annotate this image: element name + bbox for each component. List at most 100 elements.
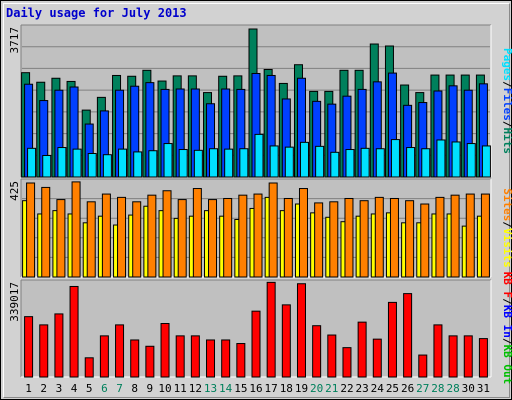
x-tick-label: 1 xyxy=(25,382,32,395)
legend-entry: KB In xyxy=(501,305,512,338)
kbytes-bar-kb-f xyxy=(281,304,291,378)
hits-bar-pages xyxy=(451,141,461,178)
visits-bar-sites xyxy=(268,182,278,278)
visits-bar-sites xyxy=(359,200,369,278)
hits-bar-pages xyxy=(406,147,416,178)
legend-entry: / xyxy=(501,298,512,305)
x-tick-label: 22 xyxy=(340,382,353,395)
kbytes-bar-kb-f xyxy=(236,343,246,378)
visits-bar-sites xyxy=(374,196,384,278)
hits-bar-pages xyxy=(284,146,294,178)
kbytes-bar-kb-f xyxy=(160,323,170,378)
visits-axis-max-label: 425 xyxy=(8,181,21,201)
hits-bar-pages xyxy=(299,141,309,178)
x-tick-label: 14 xyxy=(219,382,233,395)
kbytes-bar-kb-f xyxy=(130,339,140,378)
visits-bar-sites xyxy=(253,193,263,278)
hits-bar-pages xyxy=(466,143,476,178)
visits-bar-sites xyxy=(162,190,172,278)
kbytes-bar-kb-f xyxy=(387,301,397,378)
kbytes-bar-kb-f xyxy=(433,324,443,378)
visits-bar-sites xyxy=(435,196,445,278)
visits-bar-sites xyxy=(41,186,51,278)
kbytes-bar-kb-f xyxy=(251,310,261,378)
visits-bar-sites xyxy=(132,201,142,278)
x-tick-label: 5 xyxy=(86,382,93,395)
hits-bar-pages xyxy=(390,139,400,178)
hits-axis-max-label: 3717 xyxy=(8,27,21,54)
hits-bar-pages xyxy=(118,148,128,178)
hits-bar-pages xyxy=(57,147,67,178)
kbytes-bar-kb-f xyxy=(145,345,155,378)
kbytes-bar-kb-f xyxy=(69,285,79,378)
x-tick-label: 23 xyxy=(356,382,369,395)
hits-bar-pages xyxy=(421,148,431,178)
hits-bar-pages xyxy=(42,154,52,178)
kbytes-bar-kb-f xyxy=(448,335,458,378)
hits-bar-pages xyxy=(209,148,219,178)
x-tick-label: 4 xyxy=(71,382,78,395)
x-tick-label: 20 xyxy=(310,382,323,395)
hits-bar-pages xyxy=(87,153,97,178)
kbytes-bar-kb-f xyxy=(84,357,94,378)
legend-entry: / xyxy=(501,81,512,88)
hits-bar-pages xyxy=(239,148,249,178)
hits-bar-pages xyxy=(330,151,340,178)
legend-entry: Visits xyxy=(501,228,512,268)
x-tick-label: 28 xyxy=(446,382,459,395)
legend-entry: Sites xyxy=(501,188,512,221)
kbytes-bar-kb-f xyxy=(312,325,322,378)
hits-bar-pages xyxy=(375,148,385,178)
x-tick-label: 9 xyxy=(147,382,154,395)
legend-entry: Files xyxy=(501,88,512,121)
chart-bevel xyxy=(3,3,510,398)
kbytes-bar-kb-f xyxy=(463,335,473,378)
visits-bar-sites xyxy=(86,201,96,278)
hits-bar-pages xyxy=(345,149,355,178)
x-tick-label: 12 xyxy=(189,382,202,395)
x-tick-label: 8 xyxy=(131,382,138,395)
kbytes-bar-kb-f xyxy=(221,339,231,378)
visits-bar-sites xyxy=(405,200,415,278)
visits-bar-sites xyxy=(420,203,430,278)
x-tick-label: 19 xyxy=(295,382,308,395)
hits-bar-pages xyxy=(72,148,82,178)
kbytes-bar-kb-f xyxy=(115,324,125,378)
visits-bar-sites xyxy=(71,181,81,278)
visits-bar-sites xyxy=(101,193,111,278)
visits-bar-sites xyxy=(329,201,339,278)
legend-entry: Pages xyxy=(501,48,512,81)
hits-bar-pages xyxy=(481,145,491,178)
visits-bar-sites xyxy=(238,194,248,278)
legend-entry: / xyxy=(501,221,512,228)
hits-bar-pages xyxy=(133,151,143,178)
kbytes-bar-kb-f xyxy=(175,335,185,378)
visits-bar-sites xyxy=(298,188,308,278)
x-tick-label: 17 xyxy=(265,382,278,395)
kbytes-bar-kb-f xyxy=(99,335,109,378)
kbytes-bar-kb-f xyxy=(39,324,49,378)
visits-bar-sites xyxy=(450,194,460,278)
legend-entry: KB F xyxy=(501,272,512,299)
visits-bar-sites xyxy=(465,193,475,278)
kbytes-bar-kb-f xyxy=(357,321,367,378)
x-tick-label: 31 xyxy=(477,382,490,395)
kbytes-axis-max-label: 339017 xyxy=(8,282,21,322)
x-tick-label: 16 xyxy=(249,382,262,395)
x-tick-label: 10 xyxy=(158,382,171,395)
legend-entry: Hits xyxy=(501,128,512,155)
hits-bar-pages xyxy=(27,147,37,178)
hits-legend: Pages/Files/Hits xyxy=(501,48,512,154)
x-tick-label: 13 xyxy=(204,382,217,395)
visits-bar-sites xyxy=(117,196,127,278)
legend-entry: / xyxy=(501,121,512,128)
hits-bar-pages xyxy=(269,145,279,178)
kbytes-bar-kb-f xyxy=(54,313,64,378)
hits-bar-pages xyxy=(315,145,325,178)
kbytes-bar-kb-f xyxy=(403,293,413,378)
kbytes-bar-kb-f xyxy=(342,347,352,378)
x-tick-label: 11 xyxy=(174,382,187,395)
kbytes-bar-kb-f xyxy=(266,281,276,378)
x-tick-label: 3 xyxy=(56,382,63,395)
